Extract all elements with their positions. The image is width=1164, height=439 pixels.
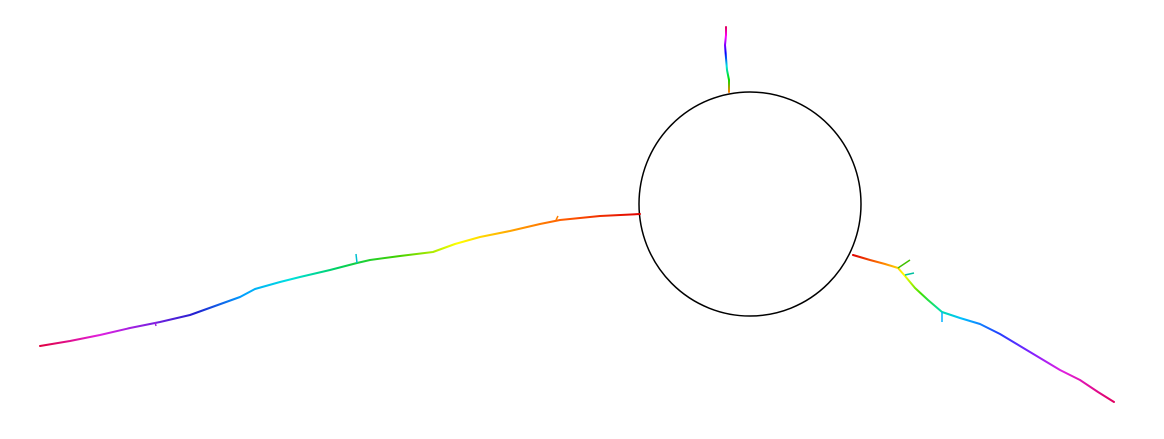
dendrite-right-spur-1 [897,259,911,269]
dendrite-left-spur-2 [555,215,559,221]
dendrite-right-spur-2 [904,272,915,276]
dendrite-left-spur-1 [355,253,358,264]
dendrite-top [724,26,730,93]
soma-circle [638,91,862,317]
dendrite-left [39,213,641,347]
dendrite-left-spur-3 [154,321,157,327]
dendrite-right [852,254,1115,403]
